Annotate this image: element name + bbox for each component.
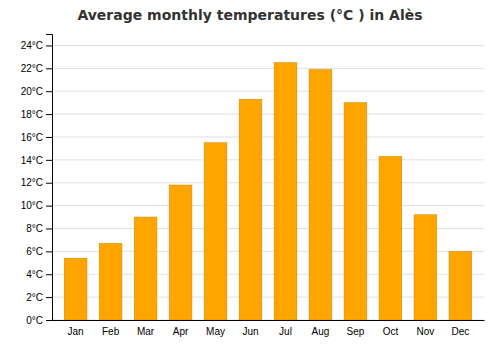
tick-label: 16°C [21,132,43,143]
tick-label: 6°C [26,246,43,257]
tick-mark [46,206,52,207]
tick: 22°C [21,63,52,74]
tick: 12°C [21,177,52,188]
tick-label: Dec [451,326,469,337]
bar [344,103,367,320]
tick: Aug [312,326,330,337]
grid-line [52,91,484,92]
tick: 4°C [26,269,52,280]
tick: 8°C [26,223,52,234]
tick-label: 8°C [26,223,43,234]
tick-label: 20°C [21,86,43,97]
tick-mark [46,160,52,161]
tick-mark [46,297,52,298]
tick-mark [46,114,52,115]
bar [449,251,472,320]
tick-label: 10°C [21,200,43,211]
tick-label: May [206,326,225,337]
tick: Nov [417,326,435,337]
tick-label: Apr [173,326,189,337]
tick-mark [46,91,52,92]
tick: Oct [383,326,399,337]
title: Average monthly temperatures (°C ) in Al… [77,7,422,23]
grid-line [52,182,484,183]
grid-line [52,68,484,69]
tick: 14°C [21,155,52,166]
tick: 18°C [21,109,52,120]
tick: Sep [347,326,365,337]
tick: May [206,326,225,337]
tick-label: Jan [68,326,84,337]
tick-mark [46,228,52,229]
tick-label: 18°C [21,109,43,120]
tick-mark [46,183,52,184]
tick-label: Aug [312,326,330,337]
plot: 0°C 2°C 4°C 6°C 8°C 10°C 12°C 14°C 16°C 18°C 20°C 2… [21,35,485,338]
bar [379,156,402,320]
grid-line [52,114,484,115]
grid [52,45,484,320]
tick-label: 22°C [21,63,43,74]
tick-label: 14°C [21,155,43,166]
bar [309,69,332,320]
tick: 6°C [26,246,52,257]
grid-line [52,136,484,137]
grid-line [52,159,484,160]
tick-label: Nov [417,326,435,337]
axis-line [46,35,53,321]
bar [274,63,297,320]
bar [204,143,227,320]
tick: Jul [279,326,292,337]
tick-label: Oct [383,326,399,337]
tick-mark [46,320,52,321]
tick-mark [46,251,52,252]
tick-label: 24°C [21,40,43,51]
tick: 2°C [26,292,52,303]
bar [64,258,87,320]
tick-label: 12°C [21,177,43,188]
tick-label: Feb [102,326,120,337]
tick: Feb [102,326,120,337]
tick: Mar [137,326,155,337]
tick: Dec [451,326,469,337]
tick-label: 2°C [26,292,43,303]
tick-label: 0°C [26,315,43,326]
grid-line [52,45,484,46]
tick-mark [46,274,52,275]
bar [134,217,157,320]
tick-mark [46,137,52,138]
y-axis: 0°C 2°C 4°C 6°C 8°C 10°C 12°C 14°C 16°C 18°C 20°C 2… [21,35,53,326]
tick: Jan [68,326,84,337]
tick-mark [46,68,52,69]
tick-label: Jun [242,326,258,337]
bar [99,243,122,320]
axis-line [53,320,485,321]
tick-label: Mar [137,326,155,337]
bar [414,215,437,320]
tick: Jun [242,326,258,337]
x-axis: Jan Feb Mar Apr May Jun Jul Aug Sep Oct Nov Dec [53,321,485,338]
chart: 0°C 2°C 4°C 6°C 8°C 10°C 12°C 14°C 16°C 18°C 20°C 2… [0,0,500,350]
bar [169,185,192,320]
grid-line [52,205,484,206]
chart-container: 0°C 2°C 4°C 6°C 8°C 10°C 12°C 14°C 16°C 18°C 20°C 2… [0,0,500,350]
tick: 24°C [21,40,52,51]
tick-label: Jul [279,326,292,337]
tick-mark [46,45,52,46]
tick: 0°C [26,315,52,326]
bars [64,63,472,320]
tick-label: 4°C [26,269,43,280]
tick: 16°C [21,132,52,143]
tick: 10°C [21,200,52,211]
tick: Apr [173,326,189,337]
bar [239,99,262,320]
tick: 20°C [21,86,52,97]
tick-label: Sep [347,326,365,337]
